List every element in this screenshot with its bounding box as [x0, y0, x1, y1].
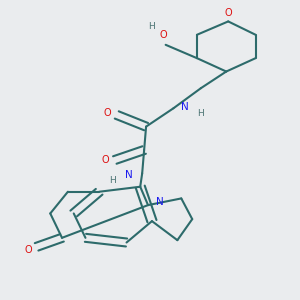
Text: O: O: [103, 108, 111, 118]
Text: H: H: [110, 176, 116, 185]
Text: N: N: [181, 102, 188, 112]
Text: O: O: [224, 8, 232, 18]
Text: N: N: [124, 170, 132, 180]
Text: H: H: [148, 22, 155, 31]
Text: O: O: [101, 155, 109, 165]
Text: N: N: [156, 197, 164, 207]
Text: H: H: [197, 109, 203, 118]
Text: O: O: [160, 31, 167, 40]
Text: O: O: [24, 245, 32, 255]
